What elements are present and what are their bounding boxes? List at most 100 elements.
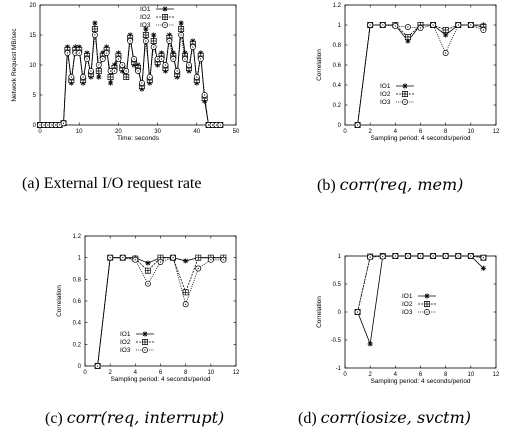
y-tick-label-b-6: 1.2 [333,3,342,9]
y-tick-label-c-1: 0.2 [73,342,82,348]
data-point-a-io1-19 [111,62,118,68]
data-point-c-io3-5-dot [159,261,162,263]
data-point-a-io3-31-dot [160,58,163,60]
data-point-c-io3-10-dot [222,259,225,261]
x-tick-label-c-2: 4 [134,370,138,376]
caption-a: (a) External I/O request rate [22,175,202,192]
data-point-a-io3-45-dot [215,124,217,126]
y-tick-label-a-4: 20 [29,3,36,9]
data-point-c-io1-4 [145,260,151,266]
data-point-a-io1-29 [151,32,157,38]
data-point-c-io3-6-dot [172,257,174,259]
data-point-a-io1-8 [68,80,74,86]
x-tick-label-b-1: 2 [368,129,372,135]
x-tick-label-a-3: 30 [154,129,161,135]
data-point-a-io3-36-dot [180,34,182,36]
legend-label-a-io2: IO2 [140,14,151,21]
chart-svg-d: 0 2 4 6 8 10 12 -1 -0.5 0 0.5 1 Sampling period: 4 s… [316,253,500,385]
chart-panel-d: 0 2 4 6 8 10 12 -1 -0.5 0 0.5 1 Sampling period: 4 s… [260,228,520,388]
y-tick-label-b-3: 0.6 [333,63,342,69]
caption-b-prefix: (b) [317,177,340,194]
data-point-a-io3-14-dot [94,34,96,36]
series-b-io3 [354,22,487,128]
series-d-io3 [354,253,487,315]
data-point-a-io3-24-dot [133,58,135,60]
data-point-a-io3-18-dot [109,70,112,72]
data-point-a-io3-20-dot [117,58,119,60]
y-tick-label-b-4: 0.8 [333,43,342,49]
data-point-b-io3-7-dot [445,52,447,54]
data-point-a-io3-23-dot [129,40,131,42]
series-a-io3 [37,32,224,128]
data-point-a-io1-26 [139,86,145,92]
data-point-b-io3-8-dot [457,24,459,26]
series-line-c-io3 [97,257,224,367]
data-point-a-io3-7-dot [66,52,69,54]
y-tick-label-c-0: 0 [78,364,82,370]
data-point-c-io2-8 [195,254,202,261]
data-point-d-io3-0-dot [356,311,359,313]
series-line-c-io2 [97,257,224,367]
data-point-a-io1-38 [186,68,192,74]
data-point-a-io3-9-dot [74,52,76,54]
x-axis-label-b: Sampling period: 4 seconds/period [370,135,470,142]
data-point-a-io2-18 [107,74,114,80]
data-point-a-io3-26-dot [141,82,143,84]
y-tick-label-b-1: 0.2 [333,103,342,109]
legend-marker-a-io3-dot [164,24,166,26]
chart-panel-c: 0 2 4 6 8 10 12 0 0.2 0.4 0.6 0.8 1 1.2 Sampling perio… [0,228,260,388]
y-tick-label-c-2: 0.4 [73,321,82,327]
data-point-b-io3-3-dot [394,25,396,27]
x-tick-label-d-2: 4 [394,372,398,378]
data-point-a-io1-39 [190,38,196,44]
data-point-a-io1-11 [80,80,86,86]
data-point-c-io3-3-dot [134,259,136,261]
data-point-a-io3-25-dot [137,70,139,72]
series-b-io2 [354,22,487,128]
x-tick-label-a-1: 10 [76,129,83,135]
data-point-d-io3-6-dot [432,255,434,257]
x-tick-label-b-0: 0 [343,129,347,135]
data-point-a-io2-36 [178,26,185,32]
y-tick-label-c-5: 1 [78,256,82,262]
data-point-a-io3-43-dot [207,124,210,126]
data-point-c-io3-8-dot [197,267,199,270]
data-point-a-io3-4-dot [55,124,57,126]
y-axis-label-a: Network Request MB/sec [11,28,18,102]
x-tick-label-d-3: 6 [419,372,423,378]
caption-c-prefix: (c) [45,410,67,427]
y-axis-label-b: Correlation [316,49,323,81]
data-point-c-io3-0-dot [96,365,99,367]
series-line-d-io1 [357,255,484,346]
data-point-c-io2-4 [144,267,151,274]
data-point-d-io3-10-dot [482,257,485,259]
legend-label-a-io3: IO3 [140,22,151,29]
data-point-b-io3-1-dot [369,24,371,26]
x-axis-label-c: Sampling period: 4 seconds/period [110,376,210,383]
data-point-a-io1-16 [100,50,106,56]
x-tick-label-c-4: 8 [184,370,188,376]
data-point-a-io1-25 [135,62,141,68]
x-tick-label-d-0: 0 [343,372,347,378]
data-point-a-io1-32 [162,68,169,74]
data-point-a-io2-22 [123,74,130,80]
series-line-b-io1 [357,24,484,126]
y-tick-label-b-2: 0.4 [333,83,342,89]
y-axis-label-d: Correlation [316,296,323,328]
x-tick-label-b-4: 8 [444,129,448,135]
series-d-io1 [354,253,487,347]
y-tick-label-a-0: 0 [33,123,37,129]
data-point-a-io2-29 [150,38,157,44]
data-point-a-io1-34 [170,50,176,56]
data-point-a-io1-13 [88,74,94,80]
series-c-io2 [94,254,227,369]
y-tick-label-c-6: 1.2 [73,234,82,240]
data-point-b-io2-4 [404,34,411,40]
data-point-a-io3-21-dot [121,64,123,66]
y-tick-label-d-1: -0.5 [331,338,342,344]
data-point-a-io1-35 [174,74,180,80]
data-point-b-io3-9-dot [470,24,472,26]
data-point-c-io3-1-dot [109,257,111,259]
